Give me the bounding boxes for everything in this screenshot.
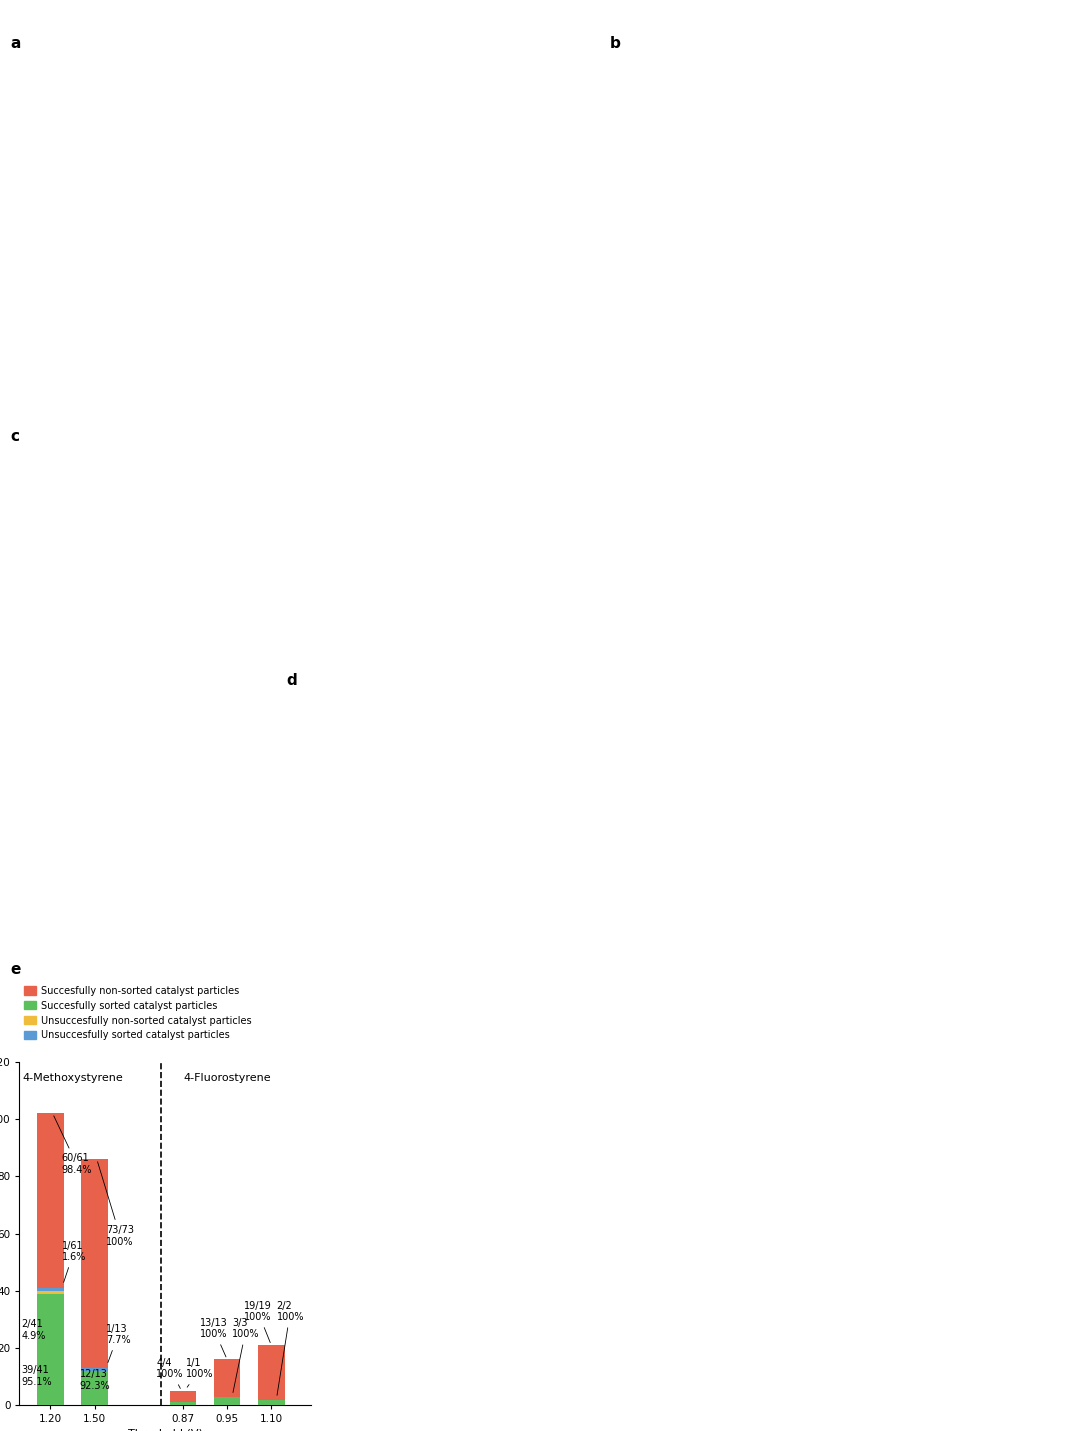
Text: 2/2
100%: 2/2 100% xyxy=(276,1301,305,1395)
Bar xyxy=(37,1288,64,1291)
Text: 4/4
100%: 4/4 100% xyxy=(157,1358,184,1388)
Text: a: a xyxy=(11,36,22,50)
Bar xyxy=(81,1371,108,1405)
Bar xyxy=(81,1368,108,1371)
Text: 60/61
98.4%: 60/61 98.4% xyxy=(54,1116,92,1175)
Text: c: c xyxy=(11,429,19,444)
Text: 4-Methoxystyrene: 4-Methoxystyrene xyxy=(22,1073,123,1083)
Text: 39/41
95.1%: 39/41 95.1% xyxy=(22,1365,52,1387)
Text: 1/61
1.6%: 1/61 1.6% xyxy=(62,1241,86,1282)
Bar xyxy=(81,1159,108,1368)
Text: 2/41
4.9%: 2/41 4.9% xyxy=(22,1319,46,1341)
Bar xyxy=(214,1359,241,1397)
Text: 3/3
100%: 3/3 100% xyxy=(232,1318,260,1392)
Bar xyxy=(37,1113,64,1288)
Text: 12/13
92.3%: 12/13 92.3% xyxy=(80,1369,110,1391)
Text: 1/1
100%: 1/1 100% xyxy=(187,1358,214,1387)
Bar xyxy=(170,1402,197,1405)
Text: b: b xyxy=(610,36,621,50)
Bar xyxy=(258,1400,284,1405)
X-axis label: Threshold (V): Threshold (V) xyxy=(127,1428,203,1431)
Text: 1/13
7.7%: 1/13 7.7% xyxy=(106,1324,131,1362)
Bar xyxy=(37,1291,64,1294)
Bar xyxy=(214,1397,241,1405)
Text: 13/13
100%: 13/13 100% xyxy=(200,1318,228,1357)
Text: e: e xyxy=(11,962,22,976)
Bar xyxy=(170,1391,197,1402)
Bar xyxy=(37,1294,64,1405)
Text: d: d xyxy=(286,673,297,687)
Bar xyxy=(258,1345,284,1400)
Text: 19/19
100%: 19/19 100% xyxy=(244,1301,272,1342)
Legend: Succesfully non-sorted catalyst particles, Succesfully sorted catalyst particles: Succesfully non-sorted catalyst particle… xyxy=(25,986,252,1040)
Text: 73/73
100%: 73/73 100% xyxy=(97,1162,134,1246)
Text: 4-Fluorostyrene: 4-Fluorostyrene xyxy=(184,1073,271,1083)
